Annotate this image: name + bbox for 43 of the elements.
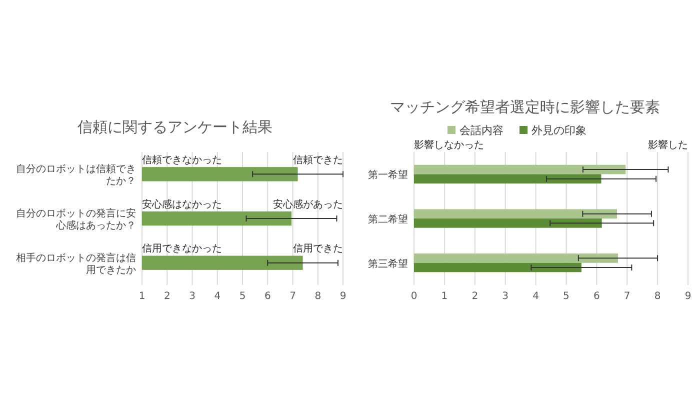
x-tick-label: 1 [441,291,448,302]
x-tick-label: 5 [239,291,246,302]
chart-title: マッチング希望者選定時に影響した要素 [390,98,660,116]
chart-title: 信頼に関するアンケート結果 [78,118,272,136]
x-tick-label: 2 [472,291,478,302]
x-tick-label: 5 [563,291,570,302]
bar [414,164,626,174]
x-tick-label: 7 [290,291,296,302]
annotation: 信頼できた [293,154,343,166]
x-tick-label: 2 [164,291,170,302]
x-tick-label: 9 [684,291,692,302]
bar [414,218,602,228]
x-tick-label: 1 [138,291,146,302]
x-tick-label: 7 [624,291,630,302]
bar [414,254,618,263]
y-tick-label: 第一希望 [368,169,408,182]
y-tick-label: 第二希望 [368,214,408,226]
bar [414,209,618,218]
y-tick-label: 自分のロボットの発言に安心感はあったか？ [16,208,136,232]
x-tick-label: 3 [189,291,196,302]
annotation: 信用できた [293,242,343,255]
legend-label: 外見の印象 [532,124,586,137]
annotation: 信用できなかった [142,242,222,255]
annotation: 信頼できなかった [142,154,222,166]
x-tick-label: 8 [314,291,322,302]
annotation: 安心感があった [273,198,343,210]
y-tick-label: 相手のロボットの発言は信用できたか [16,252,136,276]
bar [414,262,582,272]
x-tick-label: 8 [654,291,661,302]
x-tick-label: 6 [264,291,271,302]
y-tick-label: 自分のロボットは信頼できたか？ [16,163,136,188]
x-tick-label: 0 [410,291,418,302]
x-tick-label: 6 [593,291,600,302]
x-tick-label: 4 [532,291,539,302]
legend-label: 会話内容 [460,124,504,137]
text: 影響しなかった [414,139,484,151]
bar [414,174,602,184]
x-tick-label: 4 [214,291,221,302]
annotation: 安心感はなかった [142,198,222,210]
x-tick-label: 3 [502,291,509,302]
y-tick-label: 第三希望 [368,258,408,270]
text: 影響した [648,139,688,151]
x-tick-label: 9 [340,291,346,302]
